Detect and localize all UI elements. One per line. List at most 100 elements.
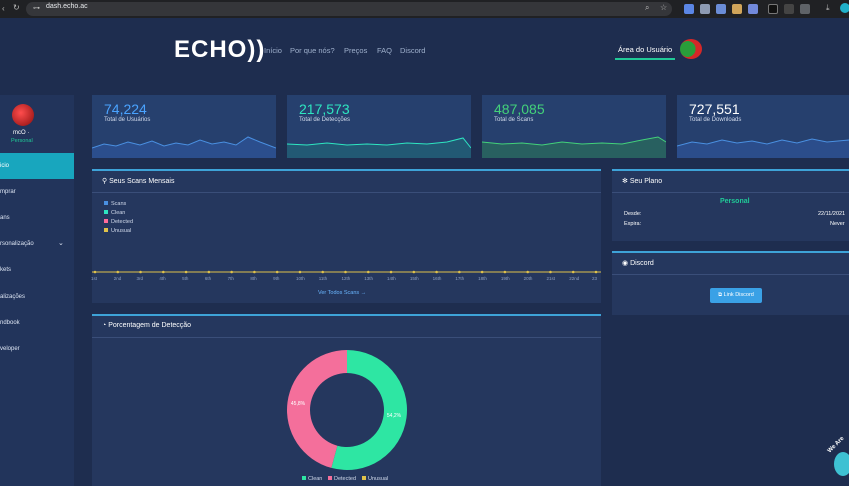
sidebar-plan: Personal bbox=[11, 138, 33, 144]
scan-point bbox=[435, 270, 438, 274]
discord-panel: ◉ Discord bbox=[612, 251, 849, 315]
x-tick-label: 19th bbox=[500, 276, 510, 281]
detected-percent-label: 45,8% bbox=[291, 401, 306, 407]
scan-point bbox=[116, 270, 120, 274]
x-tick-label: 1st bbox=[91, 276, 98, 281]
plan-expires-value: Never bbox=[830, 221, 845, 227]
sidebar-item-comprar[interactable]: mprar bbox=[0, 179, 74, 205]
portugal-flag-icon[interactable] bbox=[680, 39, 702, 59]
x-tick-label: 23 bbox=[592, 276, 598, 281]
stat-label: Total de Scans bbox=[494, 117, 534, 123]
discord-icon: ◉ bbox=[622, 260, 631, 267]
scans-line-chart bbox=[92, 270, 601, 274]
donut-legend-unusual[interactable]: Unusual bbox=[362, 476, 388, 482]
extension-icon[interactable] bbox=[732, 4, 742, 14]
zoom-icon[interactable]: ⌕ bbox=[645, 3, 650, 12]
extension-icon[interactable] bbox=[716, 4, 726, 14]
stat-value: 727,551 bbox=[689, 101, 740, 117]
nav-faq[interactable]: FAQ bbox=[377, 46, 393, 55]
sidebar-item-developer[interactable]: veloper bbox=[0, 336, 74, 362]
address-bar[interactable] bbox=[26, 2, 672, 16]
sidebar-item-scans[interactable]: ans bbox=[0, 205, 74, 231]
echo-logo[interactable]: ECHO)) bbox=[174, 36, 266, 63]
scan-point bbox=[594, 270, 598, 274]
reload-icon[interactable]: ↻ bbox=[13, 3, 20, 12]
x-tick-label: 17th bbox=[455, 276, 465, 281]
x-tick-label: 4th bbox=[159, 276, 166, 281]
bookmark-star-icon[interactable]: ☆ bbox=[660, 3, 668, 12]
user-area-underline bbox=[615, 58, 675, 60]
legend-clean[interactable]: Clean bbox=[104, 210, 125, 216]
x-tick-label: 22nd bbox=[569, 276, 580, 281]
scan-point bbox=[549, 270, 552, 274]
stat-value: 74,224 bbox=[104, 101, 147, 117]
extensions-puzzle-icon[interactable] bbox=[800, 4, 810, 14]
scan-point bbox=[184, 270, 188, 274]
x-tick-label: 2nd bbox=[113, 276, 122, 281]
scan-point bbox=[298, 270, 302, 274]
plan-name: Personal bbox=[720, 198, 750, 205]
download-icon[interactable]: ⤓ bbox=[826, 3, 830, 12]
stat-card-downloads: 727,551 Total de Downloads bbox=[677, 95, 849, 158]
legend-scans[interactable]: Scans bbox=[104, 201, 126, 207]
sidebar-item-label: icio bbox=[0, 163, 10, 169]
legend-detected[interactable]: Detected bbox=[104, 219, 133, 225]
sidebar-item-handbook[interactable]: ndbook bbox=[0, 310, 74, 336]
stat-card-deteccoes: 217,573 Total de Detecções bbox=[287, 95, 471, 158]
view-all-scans-link[interactable]: Ver Todos Scans → bbox=[318, 290, 367, 296]
nav-discord[interactable]: Discord bbox=[400, 46, 426, 55]
site-info-icon[interactable]: ⊶ bbox=[33, 5, 40, 12]
donut-legend-detected[interactable]: Detected bbox=[328, 476, 356, 482]
extension-icon[interactable] bbox=[684, 4, 694, 14]
x-tick-label: 12th bbox=[341, 276, 351, 281]
sidebar-item-personalizacao[interactable]: rsonalização ⌄ bbox=[0, 231, 74, 257]
nav-precos[interactable]: Preços bbox=[344, 46, 368, 55]
scan-point bbox=[207, 270, 211, 274]
panel-title: ◉ Discord bbox=[622, 260, 654, 267]
monthly-scans-panel: ⚲ Seus Scans Mensais bbox=[92, 169, 601, 303]
nav-inicio[interactable]: Início bbox=[264, 46, 282, 55]
avatar[interactable] bbox=[12, 104, 34, 126]
extension-icon[interactable] bbox=[700, 4, 710, 14]
pie-chart-icon: ◔ bbox=[102, 322, 109, 329]
profile-avatar-icon[interactable] bbox=[840, 3, 849, 13]
donut-slice-clean[interactable] bbox=[331, 350, 407, 470]
chat-widget-button[interactable] bbox=[834, 452, 849, 476]
x-tick-label: 6th bbox=[204, 276, 212, 281]
scan-point bbox=[412, 270, 416, 274]
legend-unusual[interactable]: Unusual bbox=[104, 228, 131, 234]
sidebar-item-inicio[interactable]: icio bbox=[0, 153, 74, 179]
x-tick-label: 15th bbox=[409, 276, 419, 281]
scan-point bbox=[321, 270, 325, 274]
chevron-down-icon: ⌄ bbox=[58, 240, 64, 247]
stat-value: 217,573 bbox=[299, 101, 350, 117]
sidebar-item-label: ndbook bbox=[0, 320, 20, 326]
extension-icon[interactable] bbox=[784, 4, 794, 14]
sidebar-item-atualizacoes[interactable]: alizações bbox=[0, 284, 74, 310]
stat-card-scans: 487,085 Total de Scans bbox=[482, 95, 666, 158]
url-text: dash.echo.ac bbox=[46, 3, 88, 10]
scan-point bbox=[571, 270, 575, 274]
plan-since-label: Desde: bbox=[624, 211, 642, 217]
back-icon[interactable]: ‹ bbox=[2, 4, 5, 13]
scan-point bbox=[458, 270, 461, 274]
x-tick-label: 11th bbox=[318, 276, 328, 281]
sidebar-item-tickets[interactable]: kets bbox=[0, 257, 74, 283]
donut-slice-detected[interactable] bbox=[287, 350, 347, 468]
plan-panel: ✻ Seu Plano bbox=[612, 169, 849, 241]
x-tick-label: 8th bbox=[250, 276, 257, 281]
clean-percent-label: 54,2% bbox=[387, 413, 402, 419]
extension-icon[interactable] bbox=[748, 4, 758, 14]
stat-card-usuarios: 74,224 Total de Usuários bbox=[92, 95, 276, 158]
scan-point bbox=[275, 270, 279, 274]
nav-por-que-nos[interactable]: Por que nós? bbox=[290, 46, 335, 55]
stat-value: 487,085 bbox=[494, 101, 545, 117]
plan-expires-label: Expira: bbox=[624, 221, 642, 227]
extension-icon[interactable] bbox=[768, 4, 778, 14]
user-area-link[interactable]: Área do Usuário bbox=[618, 45, 673, 54]
link-discord-button[interactable]: ⧉ Link Discord bbox=[710, 288, 762, 303]
donut-legend-clean[interactable]: Clean bbox=[302, 476, 322, 482]
plan-since-value: 22/11/2021 bbox=[818, 211, 846, 217]
x-tick-label: 9th bbox=[273, 276, 280, 281]
sparkline bbox=[677, 138, 849, 158]
